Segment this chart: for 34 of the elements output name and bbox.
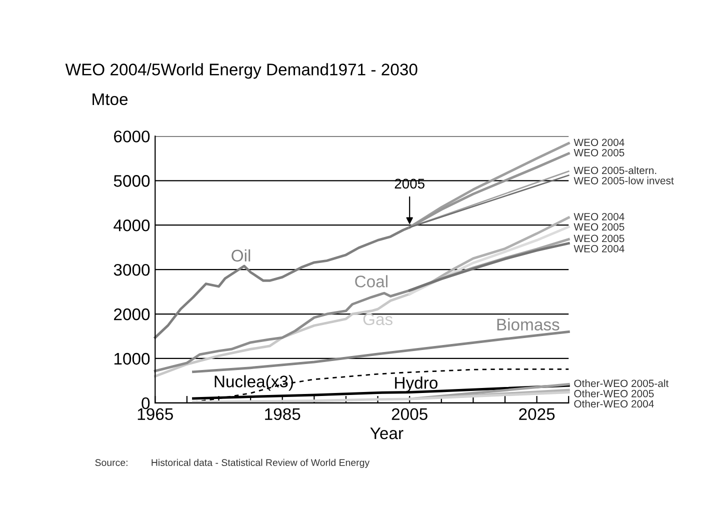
series-label: WEO 2004 bbox=[574, 244, 624, 252]
y-tick-label: 2000 bbox=[114, 308, 150, 320]
series-label: Biomass bbox=[497, 318, 560, 331]
y-tick-label: 1000 bbox=[114, 352, 150, 365]
y-tick-label: 0 bbox=[142, 397, 150, 410]
y-tick-label: 6000 bbox=[114, 130, 150, 142]
x-tick-label: 2005 bbox=[392, 408, 428, 420]
series-label: Nuclea(x3) bbox=[214, 375, 293, 391]
series-label: Coal bbox=[355, 275, 388, 288]
x-tick-label: 2025 bbox=[519, 408, 555, 420]
series-label: WEO 2004 bbox=[574, 212, 624, 220]
x-tick-label: 1965 bbox=[138, 408, 173, 420]
series-label: Other-WEO 2005 bbox=[574, 390, 654, 398]
annotation: 2005 bbox=[394, 178, 424, 189]
series-label: WEO 2005-low invest bbox=[574, 176, 674, 184]
series-label: Other-WEO 2004 bbox=[574, 400, 654, 408]
series-label: WEO 2005 bbox=[574, 223, 624, 231]
y-axis-title: Mtoe bbox=[92, 93, 128, 106]
series-label: Oil bbox=[232, 249, 250, 262]
series-label: WEO 2005 bbox=[574, 234, 624, 242]
series-label: WEO 2005-altern. bbox=[574, 166, 656, 174]
source-note: Source: bbox=[95, 459, 128, 466]
series-label: Hydro bbox=[395, 376, 438, 392]
series-label: Gas bbox=[363, 313, 392, 326]
series-label: Other-WEO 2005-alt bbox=[574, 379, 669, 388]
x-tick-label: 1985 bbox=[265, 408, 300, 420]
series-label: WEO 2004 bbox=[574, 138, 624, 146]
chart-title: WEO 2004/5World Energy Demand1971 - 2030 bbox=[65, 63, 418, 79]
y-tick-label: 5000 bbox=[114, 175, 150, 187]
y-tick-label: 4000 bbox=[114, 220, 150, 232]
x-axis-title: Year bbox=[370, 428, 404, 440]
y-tick-label: 3000 bbox=[114, 264, 150, 276]
text: Historical data - Statistical Review of World Energy bbox=[152, 458, 370, 468]
series-label: WEO 2005 bbox=[574, 148, 624, 156]
